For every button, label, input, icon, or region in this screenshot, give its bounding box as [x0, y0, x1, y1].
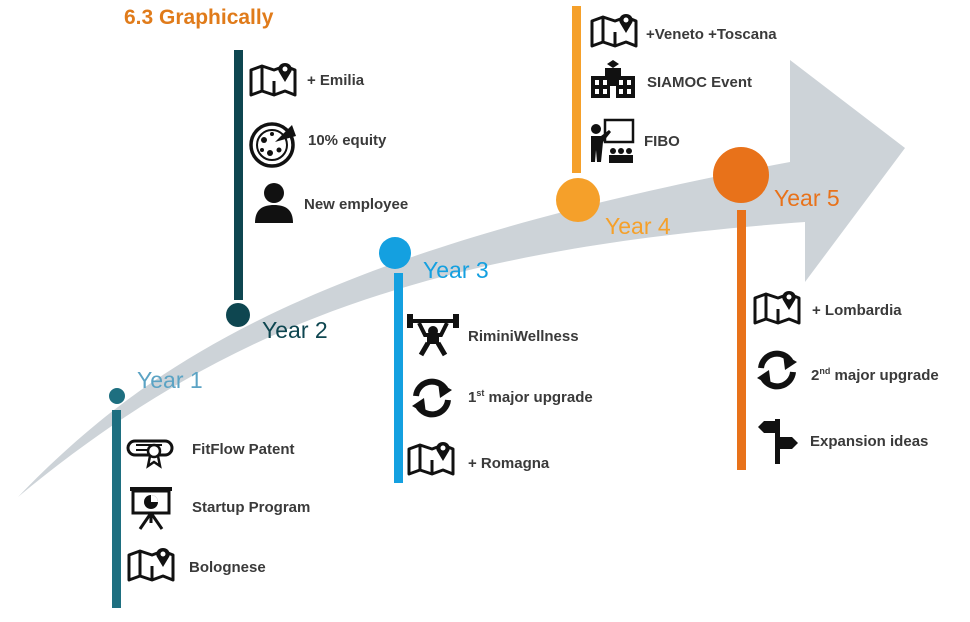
- refresh-icon: [757, 350, 797, 390]
- year4-bar: [572, 6, 581, 173]
- year4-item-3: FIBO: [644, 133, 680, 150]
- map-pin-icon: [407, 442, 455, 476]
- year1-label: Year 1: [137, 367, 203, 393]
- year1-dot: [108, 387, 126, 405]
- year1-bar: [112, 410, 121, 608]
- year2-item-1: + Emilia: [307, 72, 365, 89]
- year2-bar: [234, 50, 243, 300]
- signpost-icon: [758, 419, 798, 464]
- year2-item-2: 10% equity: [308, 132, 387, 149]
- year5-label: Year 5: [774, 185, 840, 211]
- map-pin-icon: [249, 63, 297, 97]
- map-pin-icon: [590, 14, 638, 48]
- year4-dot: [556, 178, 600, 222]
- refresh-icon: [412, 378, 452, 418]
- building-icon: [591, 60, 635, 98]
- teacher-icon: [591, 118, 635, 163]
- person-icon: [255, 183, 293, 223]
- year1-item-3: Bolognese: [189, 559, 266, 576]
- year3-dot: [379, 237, 411, 269]
- diploma-icon: [126, 439, 174, 469]
- map-pin-icon: [127, 548, 175, 582]
- year3-item-3: + Romagna: [468, 455, 550, 472]
- year4-label: Year 4: [605, 213, 671, 239]
- year3-item-2: 1st major upgrade: [468, 388, 593, 406]
- year3-label: Year 3: [423, 257, 489, 283]
- page-title: 6.3 Graphically: [124, 6, 274, 29]
- year2-label: Year 2: [262, 317, 328, 343]
- year3-item-1: RiminiWellness: [468, 328, 579, 345]
- year4-item-1: +Veneto +Toscana: [646, 26, 777, 43]
- year3-bar: [394, 273, 403, 483]
- year1-item-1: FitFlow Patent: [192, 441, 295, 458]
- year1-item-2: Startup Program: [192, 499, 311, 516]
- year5-item-1: + Lombardia: [812, 302, 902, 319]
- weightlifter-icon: [407, 314, 459, 357]
- year4-item-2: SIAMOC Event: [647, 74, 753, 91]
- year5-item-3: Expansion ideas: [810, 433, 929, 450]
- year5-item-2: 2nd major upgrade: [811, 366, 939, 384]
- presentation-icon: [130, 487, 172, 530]
- map-pin-icon: [753, 291, 801, 325]
- year5-bar: [737, 210, 746, 470]
- year2-item-3: New employee: [304, 196, 409, 213]
- pizza-icon: [249, 122, 296, 168]
- year2-dot: [226, 303, 250, 327]
- year5-dot: [713, 147, 769, 203]
